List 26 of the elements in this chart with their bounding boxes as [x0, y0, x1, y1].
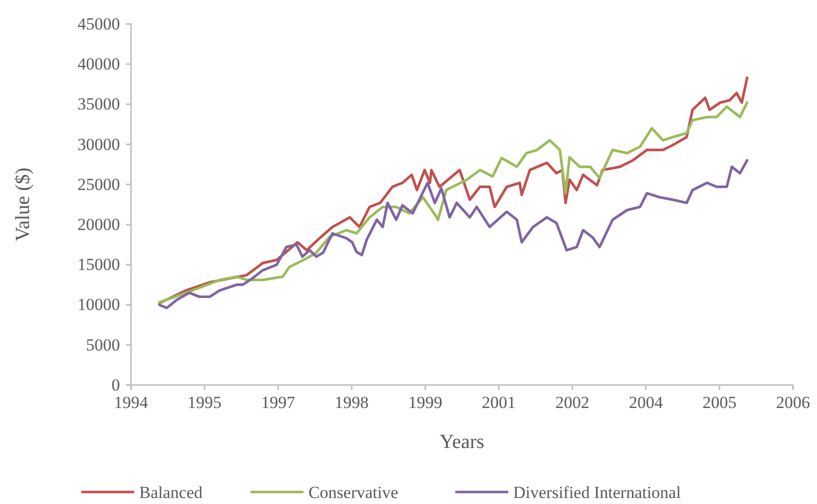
y-tick-label: 5000	[86, 335, 120, 354]
y-tick-label: 40000	[78, 54, 120, 74]
x-tick-label: 2002	[555, 393, 590, 412]
y-tick-label: 0	[112, 375, 120, 394]
x-axis-title: Years	[440, 431, 485, 453]
x-tick-label: 1994	[114, 393, 148, 412]
legend-label: Balanced	[139, 483, 203, 502]
y-tick-label: 15000	[78, 255, 120, 274]
x-tick-label: 1999	[408, 393, 442, 412]
x-tick-label: 2004	[628, 393, 664, 412]
legend-label: Conservative	[308, 483, 398, 502]
line-series	[158, 159, 748, 310]
y-tick-label: 45000	[78, 14, 120, 34]
x-tick-label: 1995	[188, 393, 222, 412]
y-axis-title: Value ($)	[12, 168, 34, 242]
y-tick-label: 25000	[78, 174, 120, 194]
legend-label: Diversified International	[513, 483, 682, 502]
y-tick-label: 20000	[78, 214, 120, 234]
x-tick-label: 1997	[261, 393, 296, 412]
x-tick-label: 2006	[776, 393, 810, 412]
y-tick-label: 35000	[78, 94, 120, 114]
y-tick-label: 30000	[78, 134, 120, 154]
x-tick-label: 1998	[334, 393, 369, 412]
x-tick-label: 2005	[702, 393, 736, 412]
x-tick-label: 2001	[482, 393, 516, 412]
y-tick-label: 10000	[78, 295, 120, 314]
